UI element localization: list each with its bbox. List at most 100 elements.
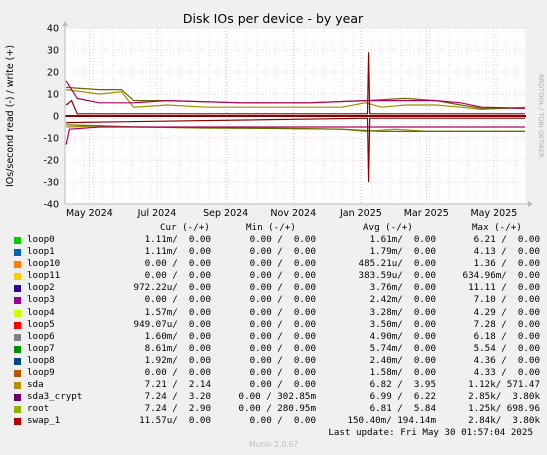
series-lines (65, 52, 525, 183)
col-header-cur: Cur (-/+) (160, 222, 210, 233)
legend-name: loop11 (27, 270, 61, 282)
legend-swatch (14, 333, 21, 341)
y-tick-label: 0 (53, 112, 59, 123)
legend-max: 7.28 / 0.00 (473, 318, 540, 330)
y-tick-label: 40 (47, 24, 59, 35)
legend-avg: 1.61m/ 0.00 (369, 234, 436, 245)
legend-cur: 11.57u/ 0.00 (139, 415, 211, 427)
y-tick-label: 10 (47, 90, 59, 101)
series-line-swap_1-read (66, 117, 525, 183)
legend-min: 0.00 / 280.95m (238, 403, 316, 415)
chart-area: Disk IOs per device - by year IOs/second… (5, 11, 545, 220)
x-tick-label: May 2024 (66, 208, 113, 219)
legend-name: swap_1 (27, 415, 61, 427)
legend-swatch (14, 249, 21, 257)
legend-cur: 0.00 / 0.00 (144, 270, 211, 282)
legend-min: 0.00 / 0.00 (249, 234, 316, 245)
legend-max: 7.10 / 0.00 (473, 294, 540, 306)
legend-avg: 6.99 / 6.22 (369, 391, 436, 403)
legend-name: loop5 (27, 318, 55, 330)
legend-avg: 4.90m/ 0.00 (369, 330, 436, 342)
last-update: Last update: Fri May 30 01:57:04 2025 (328, 427, 533, 438)
legend-max: 1.12k/ 571.47 (468, 379, 540, 391)
legend-name: loop3 (27, 294, 55, 306)
series-line-sda3_crypt-read (65, 126, 525, 145)
legend-swatch (14, 357, 21, 365)
x-tick-label: Nov 2024 (270, 208, 316, 219)
legend-avg: 6.82 / 3.95 (369, 379, 436, 391)
legend-name: sda3_crypt (27, 391, 83, 403)
x-tick-label: Mar 2025 (404, 208, 449, 219)
legend-cur: 1.11m/ 0.00 (144, 246, 211, 258)
legend-name: loop2 (27, 282, 55, 294)
chart-title: Disk IOs per device - by year (183, 11, 364, 26)
rrdtool-watermark: RRDTOOL / TOBI OETIKER (537, 74, 545, 158)
legend-swatch (14, 418, 21, 426)
legend-max: 4.13 / 0.00 (473, 246, 540, 258)
legend-max: 2.84k/ 3.80k (468, 415, 540, 427)
legend-min: 0.00 / 0.00 (249, 354, 316, 366)
col-header-avg: Avg (-/+) (363, 222, 413, 233)
legend-min: 0.00 / 0.00 (249, 258, 316, 270)
legend-name: loop4 (27, 306, 55, 318)
legend-max: 1.25k/ 698.96 (468, 403, 540, 415)
generator-label: Munin 2.0.67 (248, 440, 299, 449)
legend-max: 5.54 / 0.00 (473, 342, 540, 354)
legend-avg: 1.79m/ 0.00 (369, 246, 436, 258)
series-line-swap_1-write (65, 52, 525, 115)
legend-min: 0.00 / 0.00 (249, 415, 316, 427)
legend-swatch (14, 370, 21, 378)
legend-name: loop1 (27, 246, 55, 258)
legend-cur: 7.24 / 3.20 (144, 391, 211, 403)
legend-swatch (14, 309, 21, 317)
legend-avg: 2.40m/ 0.00 (369, 354, 436, 366)
legend-max: 6.21 / 0.00 (473, 234, 540, 245)
legend-name: loop7 (27, 342, 55, 354)
legend-name: loop0 (27, 234, 55, 245)
y-tick-label: 20 (47, 68, 59, 79)
legend-min: 0.00 / 0.00 (249, 246, 316, 258)
legend-max: 2.85k/ 3.80k (468, 391, 540, 403)
series-line-sda-write (66, 89, 525, 111)
legend-max: 6.18 / 0.00 (473, 330, 540, 342)
legend-swatch (14, 345, 21, 353)
axes (62, 21, 533, 207)
axis-ticks: 40 30 20 10 0 -10 -20 -30 -40 May 2024 Jul 2024 Sep… (43, 24, 517, 220)
legend-swatch (14, 406, 21, 414)
legend-cur: 1.11m/ 0.00 (144, 234, 211, 245)
legend-swatch (14, 297, 21, 305)
legend-max: 634.96m/ 0.00 (462, 270, 540, 282)
x-tick-label: Sep 2024 (203, 208, 248, 219)
y-tick-label: -20 (43, 156, 59, 167)
legend-min: 0.00 / 0.00 (249, 282, 316, 294)
legend-avg: 150.40m/ 194.14m (347, 415, 436, 427)
legend-cur: 0.00 / 0.00 (144, 258, 211, 270)
legend-avg: 3.50m/ 0.00 (369, 318, 436, 330)
legend-cur: 0.00 / 0.00 (144, 367, 211, 379)
legend-max: 4.33 / 0.00 (473, 367, 540, 379)
legend-cur: 1.57m/ 0.00 (144, 306, 211, 318)
x-tick-label: Jan 2025 (339, 208, 382, 219)
legend-avg: 383.59u/ 0.00 (358, 270, 436, 282)
legend-swatch (14, 321, 21, 329)
legend-min: 0.00 / 302.85m (238, 391, 316, 403)
legend-min: 0.00 / 0.00 (249, 294, 316, 306)
legend-max: 1.36 / 0.00 (473, 258, 540, 270)
legend-swatch (14, 382, 21, 390)
col-header-min: Min (-/+) (246, 222, 296, 233)
legend-avg: 3.28m/ 0.00 (369, 306, 436, 318)
legend-name: sda (27, 379, 44, 391)
x-tick-label: May 2025 (470, 208, 517, 219)
legend-min: 0.00 / 0.00 (249, 318, 316, 330)
legend-max: 4.29 / 0.00 (473, 306, 540, 318)
y-tick-label: -40 (43, 200, 59, 211)
legend-max: 4.36 / 0.00 (473, 354, 540, 366)
y-tick-label: -10 (43, 134, 59, 145)
series-line-sda3_crypt-write (65, 80, 525, 109)
y-axis-arrow (62, 21, 68, 26)
legend-cur: 7.21 / 2.14 (144, 379, 211, 391)
x-axis-arrow (528, 201, 533, 207)
legend-name: loop10 (27, 258, 61, 270)
legend-cur: 7.24 / 2.90 (144, 403, 211, 415)
legend-swatch (14, 394, 21, 402)
